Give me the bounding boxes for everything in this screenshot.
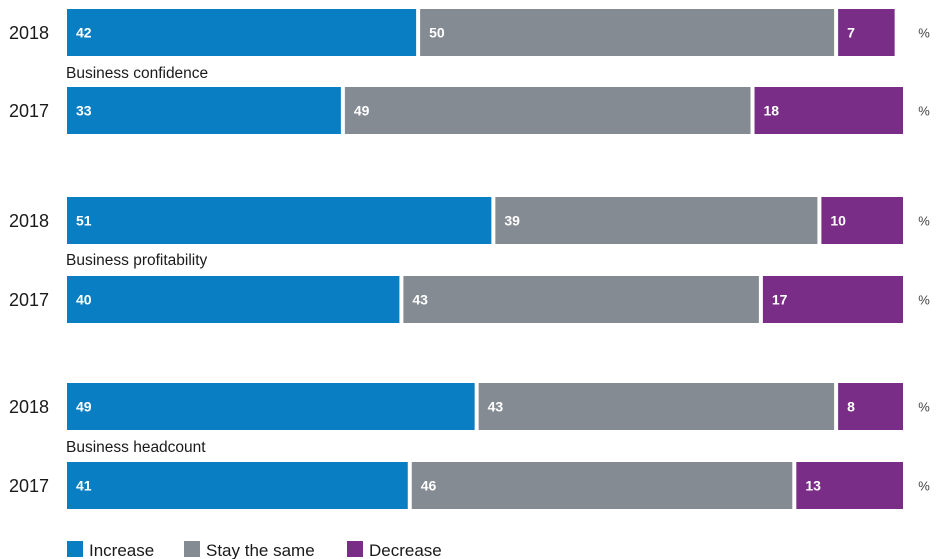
group-title: Business confidence — [66, 65, 208, 82]
value-label: 17 — [772, 292, 788, 308]
bar-segment-decrease — [796, 462, 903, 509]
bar-segment-decrease — [838, 9, 895, 56]
bar-segment-stay-the-same — [495, 197, 818, 244]
value-label: 18 — [764, 103, 780, 119]
unit-label: % — [918, 293, 930, 308]
legend-swatch-increase — [67, 541, 83, 557]
value-label: 49 — [354, 103, 370, 119]
unit-label: % — [918, 400, 930, 415]
bar-segment-decrease — [762, 276, 903, 323]
value-label: 41 — [76, 478, 92, 494]
unit-label: % — [918, 479, 930, 494]
year-label: 2017 — [9, 476, 49, 496]
legend-label: Decrease — [369, 541, 442, 559]
value-label: 43 — [488, 399, 504, 415]
value-label: 40 — [76, 292, 92, 308]
value-label: 7 — [847, 25, 855, 41]
legend-label: Increase — [89, 541, 154, 559]
value-label: 43 — [412, 292, 428, 308]
value-label: 8 — [847, 399, 855, 415]
bar-segment-increase — [67, 87, 341, 134]
value-label: 46 — [421, 478, 437, 494]
bar-segment-stay-the-same — [403, 276, 759, 323]
legend-swatch-stay-the-same — [184, 541, 200, 557]
bar-segment-increase — [67, 9, 417, 56]
value-label: 49 — [76, 399, 92, 415]
legend-swatch-decrease — [347, 541, 363, 557]
value-label: 39 — [504, 213, 520, 229]
bar-segment-decrease — [821, 197, 903, 244]
bar-segment-stay-the-same — [411, 462, 793, 509]
bar-segment-stay-the-same — [420, 9, 835, 56]
bar-segment-decrease — [838, 383, 903, 430]
bar-segment-increase — [67, 383, 475, 430]
value-label: 51 — [76, 213, 92, 229]
year-label: 2017 — [9, 290, 49, 310]
group-title: Business profitability — [66, 252, 208, 269]
legend-label: Stay the same — [206, 541, 315, 559]
year-label: 2017 — [9, 101, 49, 121]
bar-segment-increase — [67, 276, 400, 323]
bar-segment-stay-the-same — [478, 383, 835, 430]
bar-segment-decrease — [754, 87, 903, 134]
bar-segment-increase — [67, 462, 408, 509]
value-label: 13 — [805, 478, 821, 494]
unit-label: % — [918, 26, 930, 41]
bar-segment-stay-the-same — [344, 87, 751, 134]
bar-segment-increase — [67, 197, 492, 244]
value-label: 50 — [429, 25, 445, 41]
year-label: 2018 — [9, 211, 49, 231]
year-label: 2018 — [9, 397, 49, 417]
unit-label: % — [918, 214, 930, 229]
group-title: Business headcount — [66, 439, 206, 456]
value-label: 33 — [76, 103, 92, 119]
value-label: 10 — [830, 213, 846, 229]
year-label: 2018 — [9, 23, 49, 43]
value-label: 42 — [76, 25, 92, 41]
unit-label: % — [918, 104, 930, 119]
